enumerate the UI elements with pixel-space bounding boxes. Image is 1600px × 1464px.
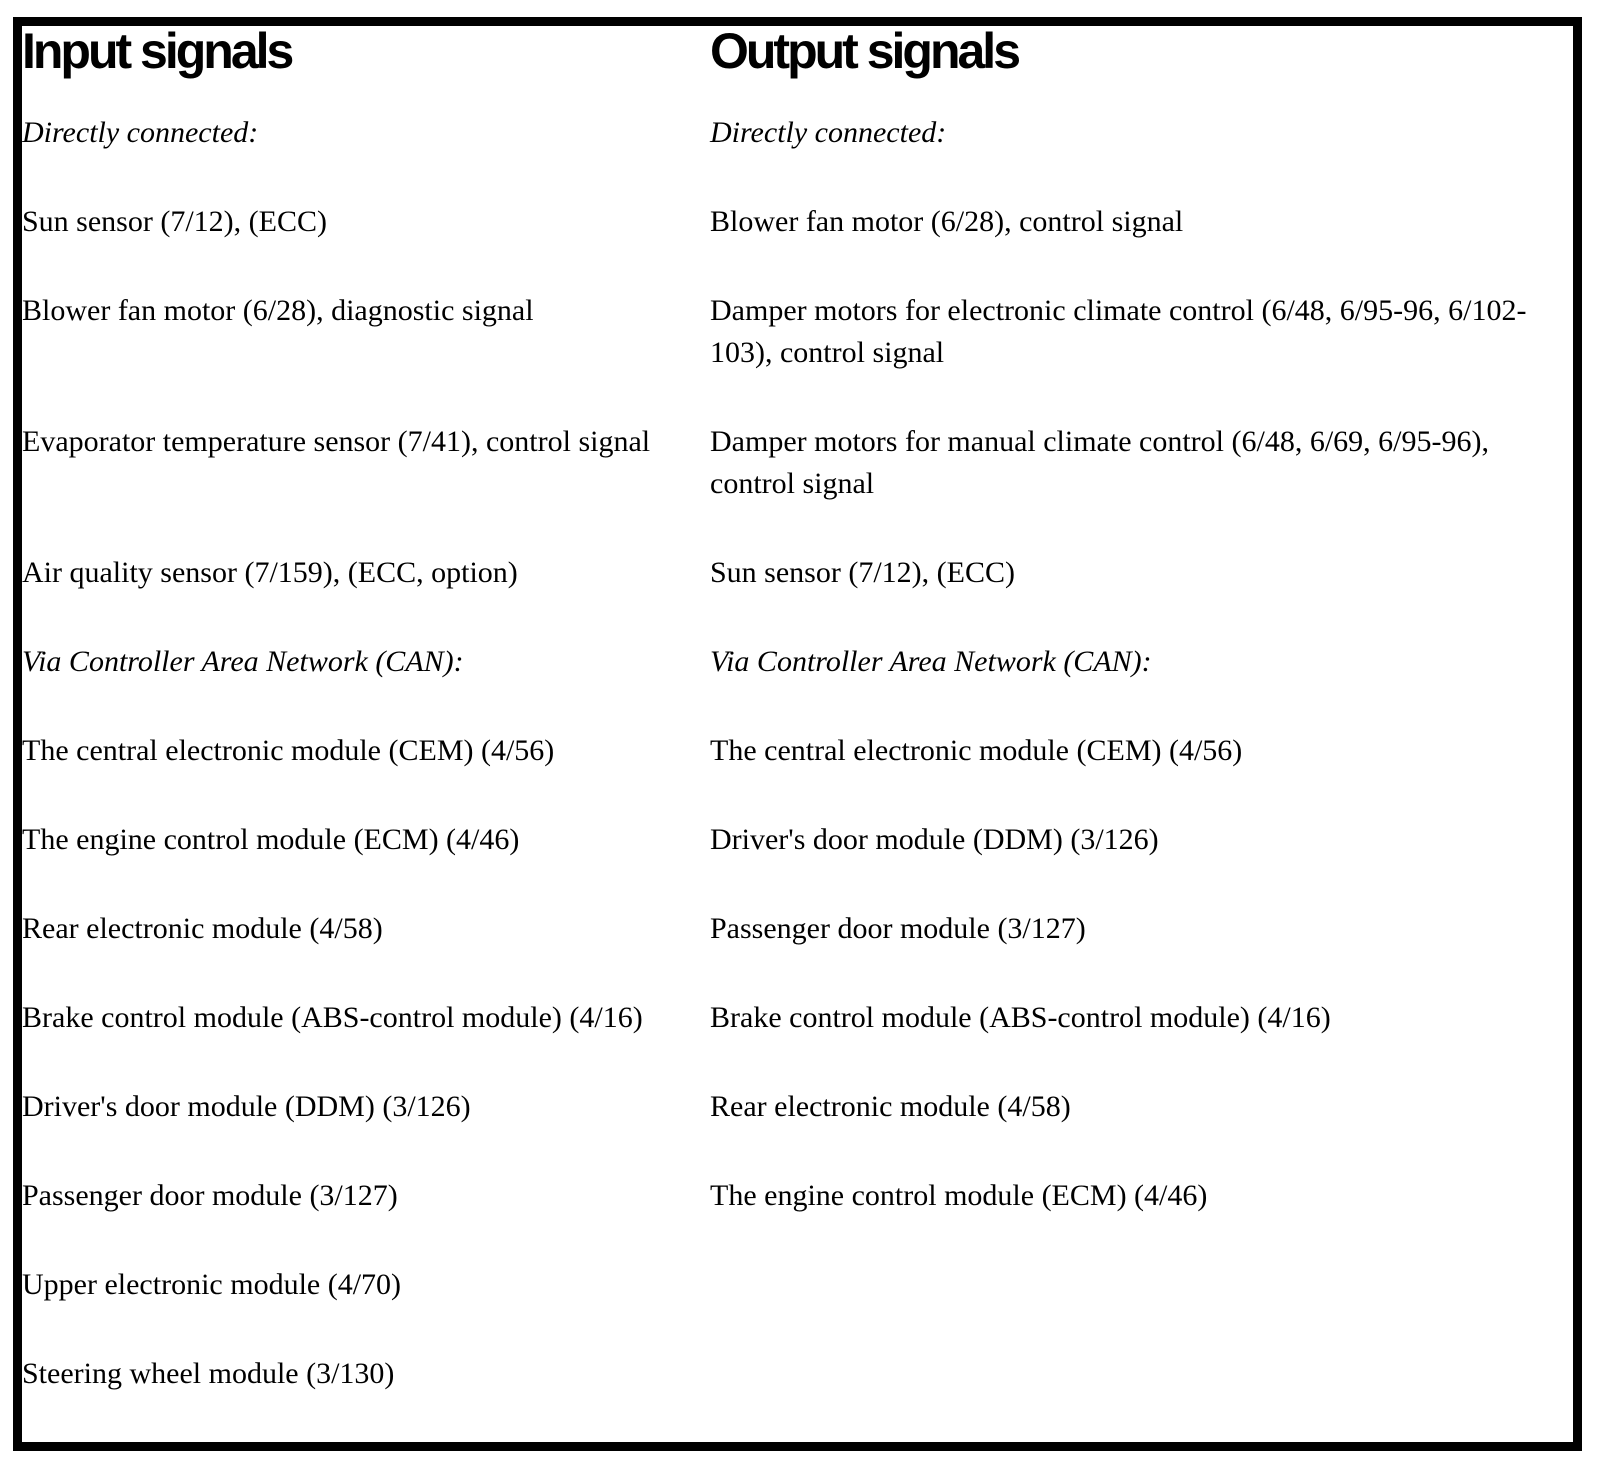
input-cell: The central electronic module (CEM) (4/5… <box>22 734 555 767</box>
input-cell: Driver's door module (DDM) (3/126) <box>22 1090 471 1123</box>
output-cell: Brake control module (ABS-control module… <box>710 1001 1331 1034</box>
output-cell: Directly connected: <box>710 116 947 149</box>
input-cell: Rear electronic module (4/58) <box>22 912 383 945</box>
input-cell: Blower fan motor (6/28), diagnostic sign… <box>22 294 534 327</box>
output-cell: Damper motors for electronic climate con… <box>710 294 1527 369</box>
signal-row: Evaporator temperature sensor (7/41), co… <box>22 421 1573 505</box>
input-signals-header: Input signals <box>22 23 294 79</box>
signal-row: Driver's door module (DDM) (3/126) Rear … <box>22 1086 1573 1128</box>
signal-row: Brake control module (ABS-control module… <box>22 997 1573 1039</box>
signal-row: Air quality sensor (7/159), (ECC, option… <box>22 552 1573 594</box>
signal-row-directly-connected: Directly connected: Directly connected: <box>22 112 1573 154</box>
output-cell <box>710 1353 1550 1395</box>
output-cell <box>710 1264 1550 1306</box>
output-cell: Driver's door module (DDM) (3/126) <box>710 823 1159 856</box>
input-cell: Steering wheel module (3/130) <box>22 1357 395 1390</box>
output-cell: Sun sensor (7/12), (ECC) <box>710 556 1015 589</box>
signal-row: The central electronic module (CEM) (4/5… <box>22 730 1573 772</box>
input-cell: Sun sensor (7/12), (ECC) <box>22 205 327 238</box>
input-cell: Directly connected: <box>22 116 259 149</box>
signal-row: Passenger door module (3/127) The engine… <box>22 1175 1573 1217</box>
output-signals-header: Output signals <box>710 23 1021 79</box>
signal-row: Rear electronic module (4/58) Passenger … <box>22 908 1573 950</box>
input-cell: Air quality sensor (7/159), (ECC, option… <box>22 556 518 589</box>
output-cell: The engine control module (ECM) (4/46) <box>710 1179 1208 1212</box>
signal-row-via-can: Via Controller Area Network (CAN): Via C… <box>22 641 1573 683</box>
input-cell: Upper electronic module (4/70) <box>22 1268 402 1301</box>
table-header-row: Input signals Output signals <box>22 26 1573 76</box>
output-cell: The central electronic module (CEM) (4/5… <box>710 734 1243 767</box>
signal-table: Input signals Output signals Directly co… <box>13 17 1582 1451</box>
signal-row: Upper electronic module (4/70) <box>22 1264 1573 1306</box>
output-cell: Blower fan motor (6/28), control signal <box>710 205 1184 238</box>
input-cell: Brake control module (ABS-control module… <box>22 1001 643 1034</box>
signal-row: Blower fan motor (6/28), diagnostic sign… <box>22 290 1573 374</box>
signal-row: The engine control module (ECM) (4/46) D… <box>22 819 1573 861</box>
output-cell: Rear electronic module (4/58) <box>710 1090 1071 1123</box>
input-cell: The engine control module (ECM) (4/46) <box>22 823 520 856</box>
input-cell: Passenger door module (3/127) <box>22 1179 398 1212</box>
signal-row: Sun sensor (7/12), (ECC) Blower fan moto… <box>22 201 1573 243</box>
output-cell: Damper motors for manual climate control… <box>710 425 1489 500</box>
signal-row: Steering wheel module (3/130) <box>22 1353 1573 1395</box>
input-cell: Evaporator temperature sensor (7/41), co… <box>22 425 651 458</box>
output-cell: Via Controller Area Network (CAN): <box>710 645 1152 678</box>
output-cell: Passenger door module (3/127) <box>710 912 1086 945</box>
input-cell: Via Controller Area Network (CAN): <box>22 645 464 678</box>
